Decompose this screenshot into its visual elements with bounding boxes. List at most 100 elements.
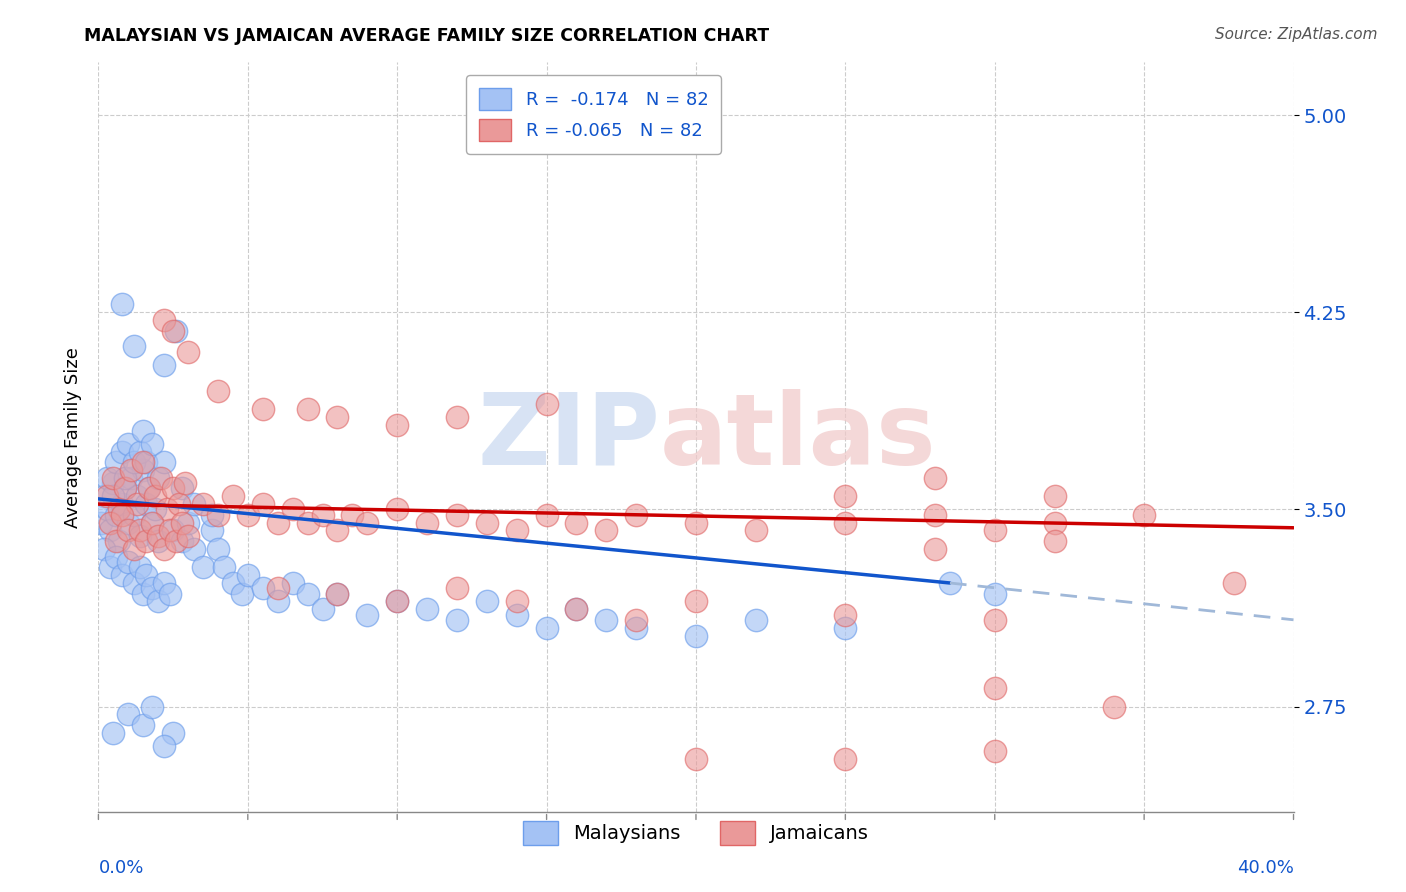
Point	[108, 533, 131, 548]
Point	[984, 681, 1007, 695]
Point	[162, 481, 184, 495]
Point	[326, 586, 349, 600]
Point	[132, 455, 155, 469]
Point	[129, 560, 152, 574]
Point	[281, 502, 304, 516]
Point	[141, 516, 163, 530]
Point	[416, 516, 439, 530]
Point	[103, 489, 125, 503]
Point	[595, 613, 617, 627]
Point	[138, 481, 160, 495]
Point	[297, 516, 319, 530]
Point	[536, 508, 558, 522]
Point	[252, 581, 274, 595]
Point	[105, 455, 128, 469]
Point	[129, 444, 152, 458]
Point	[135, 455, 157, 469]
Point	[506, 594, 529, 608]
Point	[124, 541, 146, 556]
Point	[111, 568, 134, 582]
Point	[745, 524, 768, 538]
Point	[141, 699, 163, 714]
Point	[536, 397, 558, 411]
Point	[834, 621, 856, 635]
Point	[148, 533, 170, 548]
Point	[127, 489, 149, 503]
Point	[162, 324, 184, 338]
Point	[924, 508, 946, 522]
Point	[475, 594, 498, 608]
Text: MALAYSIAN VS JAMAICAN AVERAGE FAMILY SIZE CORRELATION CHART: MALAYSIAN VS JAMAICAN AVERAGE FAMILY SIZ…	[84, 27, 769, 45]
Point	[172, 533, 194, 548]
Point	[201, 524, 224, 538]
Point	[141, 516, 163, 530]
Point	[385, 594, 409, 608]
Point	[159, 586, 181, 600]
Point	[207, 541, 229, 556]
Point	[536, 621, 558, 635]
Point	[111, 508, 134, 522]
Point	[924, 471, 946, 485]
Point	[172, 481, 194, 495]
Point	[124, 339, 146, 353]
Point	[177, 529, 200, 543]
Point	[252, 402, 274, 417]
Point	[96, 489, 118, 503]
Point	[385, 594, 409, 608]
Point	[222, 489, 245, 503]
Point	[326, 410, 349, 425]
Point	[162, 524, 184, 538]
Point	[297, 586, 319, 600]
Point	[212, 560, 235, 574]
Point	[1104, 699, 1126, 714]
Point	[446, 581, 468, 595]
Point	[114, 481, 136, 495]
Point	[172, 516, 194, 530]
Point	[129, 524, 152, 538]
Legend: Malaysians, Jamaicans: Malaysians, Jamaicans	[513, 812, 879, 855]
Point	[135, 533, 157, 548]
Point	[626, 613, 648, 627]
Point	[165, 324, 187, 338]
Point	[326, 586, 349, 600]
Point	[924, 541, 946, 556]
Point	[207, 508, 229, 522]
Point	[446, 508, 468, 522]
Point	[236, 568, 259, 582]
Point	[103, 476, 125, 491]
Point	[127, 497, 149, 511]
Point	[148, 529, 170, 543]
Point	[132, 586, 155, 600]
Point	[183, 497, 205, 511]
Point	[385, 502, 409, 516]
Point	[90, 516, 112, 530]
Point	[446, 410, 468, 425]
Point	[177, 516, 200, 530]
Point	[1043, 533, 1066, 548]
Point	[311, 602, 333, 616]
Point	[201, 508, 224, 522]
Point	[1133, 508, 1156, 522]
Point	[120, 471, 142, 485]
Point	[685, 752, 707, 766]
Point	[132, 424, 155, 438]
Point	[111, 497, 134, 511]
Point	[167, 497, 190, 511]
Point	[165, 533, 187, 548]
Point	[141, 436, 163, 450]
Point	[834, 516, 856, 530]
Point	[183, 541, 205, 556]
Point	[685, 516, 707, 530]
Point	[143, 502, 166, 516]
Point	[311, 508, 333, 522]
Y-axis label: Average Family Size: Average Family Size	[63, 347, 82, 527]
Point	[153, 358, 176, 372]
Point	[385, 418, 409, 433]
Point	[105, 508, 128, 522]
Point	[356, 607, 378, 622]
Point	[98, 516, 122, 530]
Point	[98, 524, 122, 538]
Point	[103, 726, 125, 740]
Point	[111, 297, 134, 311]
Point	[98, 560, 122, 574]
